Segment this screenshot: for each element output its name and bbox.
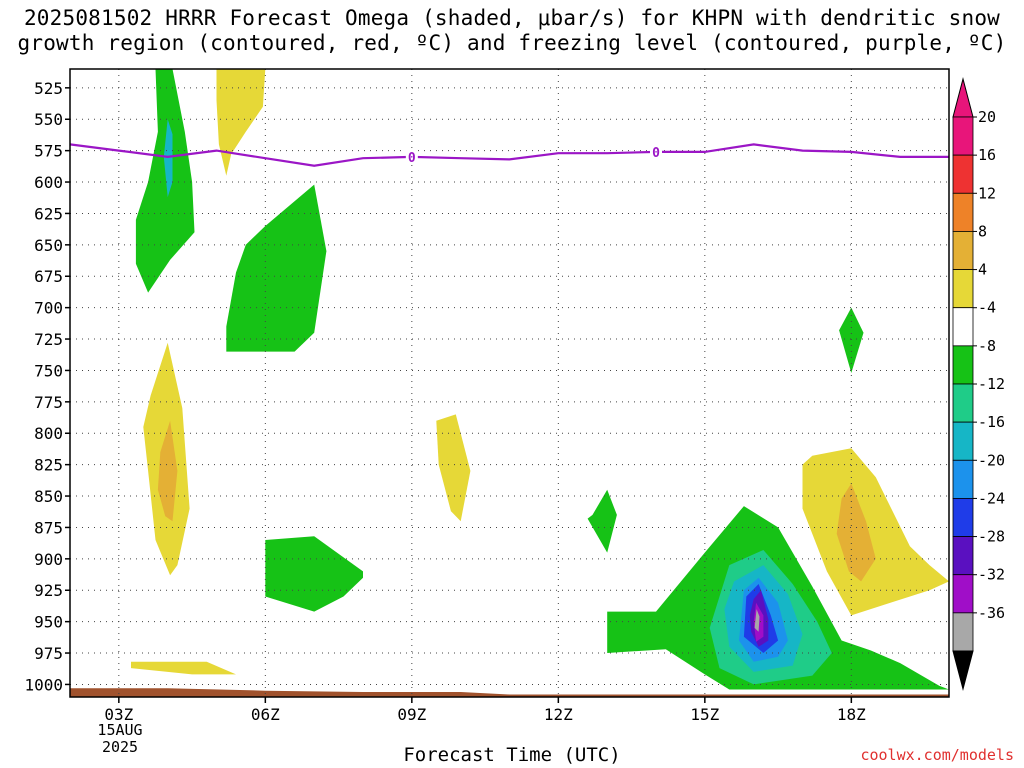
date-label: 15AUG 2025	[92, 722, 148, 756]
colorbar-label-0: 20	[978, 108, 996, 126]
colorbar-label-6: -8	[978, 337, 996, 355]
colorbar-label-5: -4	[978, 299, 996, 317]
y-tick-label-800: 800	[34, 424, 63, 443]
site-credit: coolwx.com/models	[860, 746, 1014, 764]
colorbar-swatch-10	[952, 498, 974, 537]
omega-region-2	[216, 69, 266, 176]
colorbar-label-7: -12	[978, 375, 1005, 393]
colorbar-swatch-5	[952, 307, 974, 347]
x-tick-label-6: 06Z	[251, 705, 280, 724]
y-tick-label-650: 650	[34, 236, 63, 255]
title-line-1: 2025081502 HRRR Forecast Omega (shaded, …	[23, 6, 1001, 30]
title-line-2: growth region (contoured, red, ºC) and f…	[17, 31, 1007, 55]
x-tick-label-15: 15Z	[690, 705, 719, 724]
y-tick-label-1000: 1000	[24, 675, 63, 694]
freezing-level-label-0: 0	[408, 151, 416, 166]
surface-terrain	[70, 688, 949, 697]
colorbar-swatch-13	[952, 612, 974, 652]
colorbar-swatch-3	[952, 231, 974, 270]
x-axis-label: Forecast Time (UTC)	[403, 744, 621, 766]
y-axis: 525 550 575 600 625 650 675 700 725 750 775 800 825 8…	[24, 79, 70, 694]
date-label-year: 2025	[101, 738, 139, 756]
y-tick-label-950: 950	[34, 613, 63, 632]
y-tick-label-750: 750	[34, 361, 63, 380]
omega-shading	[131, 69, 949, 690]
surface-fill	[70, 688, 949, 697]
colorbar-label-3: 8	[978, 222, 987, 240]
x-tick-label-12: 12Z	[544, 705, 573, 724]
colorbar-swatch-9	[952, 459, 974, 499]
y-tick-label-825: 825	[34, 456, 63, 475]
y-tick-label-675: 675	[34, 267, 63, 286]
omega-region-11	[802, 448, 949, 616]
y-tick-label-550: 550	[34, 110, 63, 129]
colorbar-swatch-12	[952, 574, 974, 614]
freezing-level-label-1: 0	[652, 146, 660, 161]
omega-region-9	[131, 661, 236, 675]
colorbar-label-11: -28	[978, 528, 1005, 546]
colorbar-label-2: 12	[978, 184, 996, 202]
y-tick-label-700: 700	[34, 299, 63, 318]
y-tick-label-775: 775	[34, 393, 63, 412]
date-label-day: 15AUG	[97, 721, 143, 739]
y-tick-label-850: 850	[34, 487, 63, 506]
colorbar-label-13: -36	[978, 604, 1005, 622]
plot-frame	[69, 68, 950, 698]
colorbar-label-9: -20	[978, 451, 1005, 469]
y-tick-label-600: 600	[34, 173, 63, 192]
x-tick-label-9: 09Z	[397, 705, 426, 724]
omega-region-6	[436, 414, 471, 522]
y-tick-label-900: 900	[34, 550, 63, 569]
colorbar-swatch-0	[952, 116, 974, 156]
x-tick-label-18: 18Z	[837, 705, 866, 724]
y-tick-label-875: 875	[34, 518, 63, 537]
omega-region-20	[754, 609, 760, 632]
omega-region-7	[587, 489, 617, 553]
colorbar-swatch-8	[952, 421, 974, 461]
colorbar-label-12: -32	[978, 566, 1005, 584]
y-tick-label-975: 975	[34, 644, 63, 663]
y-tick-label-625: 625	[34, 204, 63, 223]
omega-region-12	[836, 483, 876, 582]
omega-region-0	[135, 69, 195, 293]
colorbar-over-arrow	[952, 77, 974, 118]
colorbar-swatch-1	[952, 154, 974, 194]
colorbar-swatch-7	[952, 383, 974, 423]
colorbar-label-10: -24	[978, 489, 1005, 507]
freezing-level-line	[69, 143, 949, 167]
x-axis: 03Z 06Z 09Z 12Z 15Z 18Z	[104, 697, 866, 724]
omega-region-3	[226, 184, 327, 352]
omega-region-1	[163, 119, 173, 198]
colorbar-label-8: -16	[978, 413, 1005, 431]
omega-region-8	[265, 536, 363, 612]
colorbar-swatch-2	[952, 192, 974, 232]
y-tick-label-725: 725	[34, 330, 63, 349]
colorbar-swatch-4	[952, 269, 974, 309]
y-tick-label-525: 525	[34, 79, 63, 98]
freezing-label-bg-1	[650, 143, 662, 160]
x-tick-label-3: 03Z	[104, 705, 133, 724]
freezing-label-bg-0	[405, 148, 418, 165]
colorbar-swatch-6	[952, 345, 974, 385]
colorbar-label-4: 4	[978, 261, 987, 279]
chart-title: 2025081502 HRRR Forecast Omega (shaded, …	[0, 6, 1024, 56]
y-tick-label-925: 925	[34, 581, 63, 600]
colorbar-under-arrow	[952, 650, 974, 691]
omega-region-10	[839, 307, 864, 373]
gridlines	[70, 69, 949, 697]
colorbar: 20 16 12 8 4 -4 -8 -12 -16 -20 -24 -28 -32 -36	[952, 77, 1005, 691]
colorbar-swatch-11	[952, 536, 974, 576]
y-tick-label-575: 575	[34, 142, 63, 161]
colorbar-label-1: 16	[978, 146, 996, 164]
